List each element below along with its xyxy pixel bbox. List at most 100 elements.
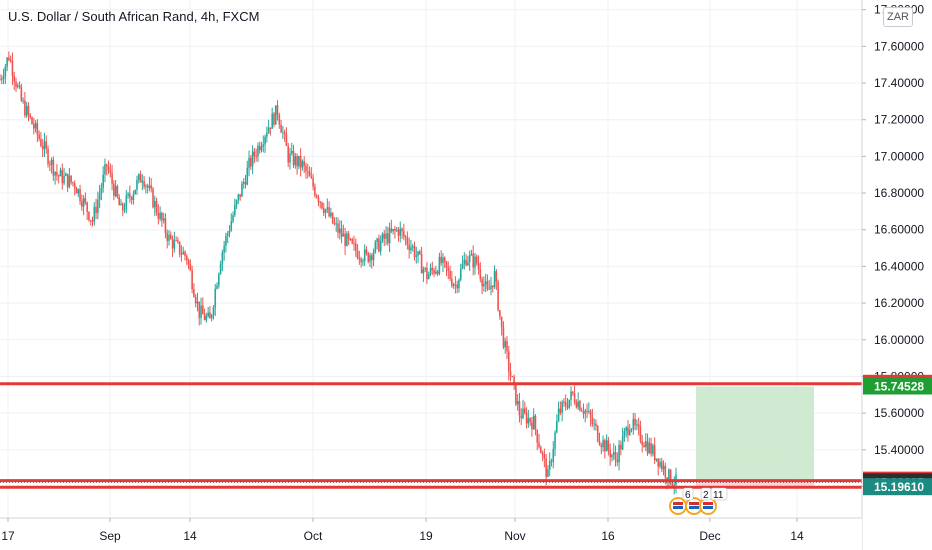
event-badge[interactable]: 2: [703, 490, 709, 501]
candle-body: [472, 253, 474, 268]
event-badge[interactable]: 11: [713, 490, 724, 501]
candle-body: [2, 76, 5, 79]
candle-body: [237, 194, 240, 201]
candle-body: [484, 281, 487, 284]
candle-body: [417, 251, 419, 256]
candle-body: [173, 240, 176, 249]
candle-body: [586, 410, 588, 412]
candle-body: [500, 316, 503, 328]
candle-body: [0, 79, 1, 81]
candle-body: [541, 453, 544, 455]
candle-body: [72, 182, 74, 184]
candle-body: [379, 241, 382, 252]
candle-body: [171, 238, 174, 249]
candle-body: [507, 351, 510, 372]
candle-body: [403, 231, 405, 237]
candle-body: [427, 274, 430, 280]
candle-body: [230, 221, 233, 231]
candle-body: [554, 432, 556, 450]
profit-zone[interactable]: [696, 386, 814, 481]
candle-body: [559, 408, 562, 413]
candle-body: [561, 401, 563, 413]
candle-body: [271, 113, 273, 129]
event-markers[interactable]: 6 2 11: [669, 487, 728, 515]
candle-body: [461, 264, 464, 269]
candle-body: [185, 256, 188, 261]
candle-body: [273, 113, 275, 125]
candle-body: [95, 206, 97, 214]
candle-body: [458, 279, 460, 289]
candle-body: [260, 146, 263, 151]
candle-body: [390, 228, 393, 232]
candle-body: [102, 174, 104, 188]
candle-body: [556, 421, 558, 433]
candle-body: [212, 307, 215, 315]
candle-body: [298, 155, 300, 167]
price-axis[interactable]: 17.8000017.6000017.4000017.2000017.00000…: [861, 0, 932, 550]
candle-body: [625, 427, 627, 432]
candle-body: [566, 406, 569, 408]
event-icon[interactable]: [699, 497, 717, 515]
currency-button[interactable]: ZAR: [883, 7, 913, 27]
candle-body: [644, 441, 647, 448]
us-flag-icon[interactable]: [669, 497, 687, 515]
candle-body: [49, 164, 51, 166]
candle-body: [139, 174, 142, 183]
candle-body: [463, 259, 466, 265]
candle-body: [520, 415, 523, 419]
candle-body: [564, 401, 567, 407]
candle-body: [580, 410, 583, 412]
candle-body: [470, 253, 473, 256]
candle-body: [356, 250, 359, 259]
candle-body: [360, 258, 362, 263]
candle-body: [187, 260, 190, 264]
candle-body: [54, 172, 56, 176]
time-axis[interactable]: 17 Sep 14 Oct 19 Nov 16 Dec 14: [0, 517, 862, 550]
candle-body: [506, 341, 508, 352]
candle-body: [367, 252, 370, 262]
price-tick-label: 15.60000: [874, 406, 924, 420]
candle-body: [632, 418, 635, 430]
candle-body: [31, 117, 33, 125]
candle-body: [607, 440, 610, 451]
candle-body: [239, 194, 241, 197]
price-label[interactable]: 15.19610: [874, 480, 924, 494]
price-tick-label: 16.40000: [874, 259, 924, 273]
candle-body: [411, 246, 414, 248]
us-flag-icon[interactable]: [685, 497, 703, 515]
candle-body: [335, 223, 338, 225]
candle-body: [134, 189, 136, 195]
candle-body: [579, 401, 581, 411]
candle-body: [274, 105, 277, 125]
candle-body: [214, 288, 217, 308]
candle-body: [449, 270, 451, 279]
candle-body: [532, 415, 535, 430]
candle-body: [248, 157, 250, 168]
candle-body: [276, 105, 279, 116]
candle-body: [285, 133, 288, 147]
time-tick-label: 19: [419, 529, 433, 543]
loss-zone[interactable]: [696, 480, 814, 488]
candle-body: [660, 461, 663, 470]
candle-body: [196, 301, 199, 304]
horizontal-levels[interactable]: [0, 382, 862, 489]
candle-body: [282, 132, 284, 134]
flag-stripe: [689, 506, 699, 509]
candle-body: [159, 212, 161, 219]
candle-body: [330, 212, 332, 217]
candle-body: [408, 244, 410, 251]
candle-body: [518, 401, 521, 416]
event-badge[interactable]: 6: [685, 490, 691, 501]
candle-body: [257, 145, 259, 157]
candle-body: [529, 418, 531, 423]
candle-body: [184, 251, 186, 257]
candle-body: [25, 106, 28, 116]
price-label[interactable]: 15.74528: [874, 379, 924, 393]
position-tool[interactable]: [696, 386, 814, 488]
candle-body: [121, 203, 124, 211]
time-tick-label: 14: [790, 529, 804, 543]
time-tick-label: Nov: [504, 529, 525, 543]
candle-body: [104, 164, 106, 175]
candle-body: [209, 312, 211, 319]
